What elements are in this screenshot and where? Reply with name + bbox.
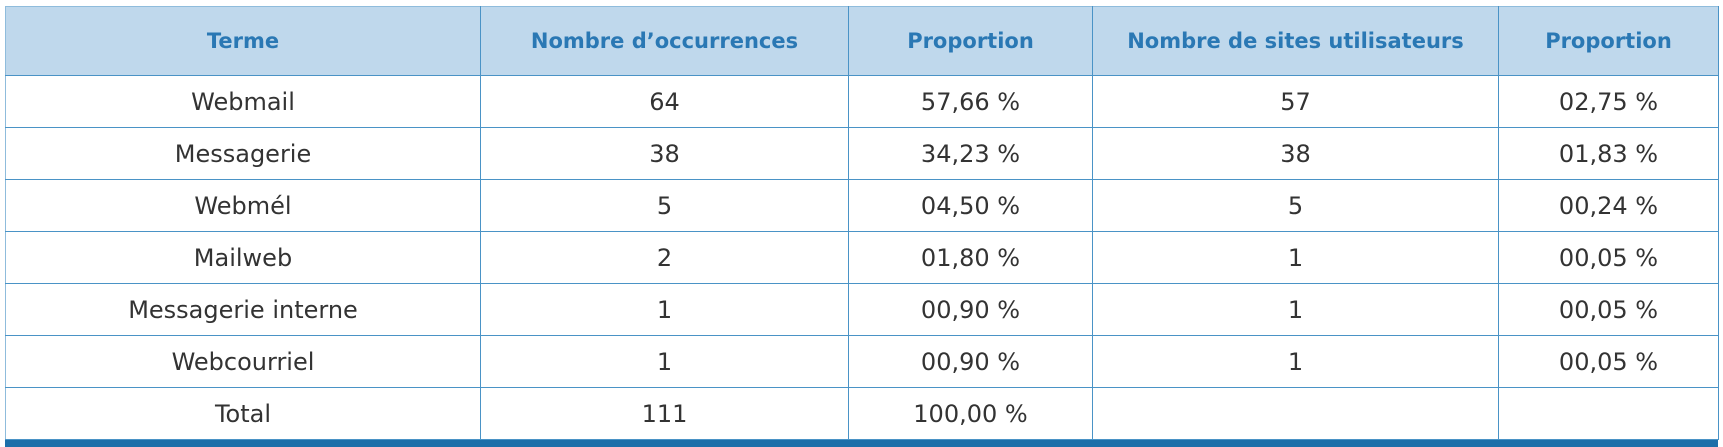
table-row: Webmail 64 57,66 % 57 02,75 % <box>5 75 1719 128</box>
table-row: Total 111 100,00 % <box>5 387 1719 440</box>
table-cell: 38 <box>480 127 849 180</box>
bottom-rule <box>5 440 1718 447</box>
table-row: Webmél 5 04,50 % 5 00,24 % <box>5 179 1719 232</box>
data-table: Terme Nombre d’occurrences Proportion Nombr… <box>5 6 1719 440</box>
table-cell: 5 <box>480 179 849 232</box>
table-cell: 00,05 % <box>1498 231 1719 284</box>
column-header: Nombre de sites utilisateurs <box>1092 6 1499 76</box>
empty-cell <box>1092 387 1499 440</box>
table-cell: Messagerie interne <box>5 283 481 336</box>
table-cell: 00,05 % <box>1498 283 1719 336</box>
table-cell: 00,24 % <box>1498 179 1719 232</box>
table-cell: 38 <box>1092 127 1499 180</box>
table-cell: 01,83 % <box>1498 127 1719 180</box>
table-cell: 64 <box>480 75 849 128</box>
table-cell: 00,90 % <box>848 335 1093 388</box>
table-cell: 00,90 % <box>848 283 1093 336</box>
table-row: Messagerie interne 1 00,90 % 1 00,05 % <box>5 283 1719 336</box>
table-cell: 57 <box>1092 75 1499 128</box>
table-cell: Messagerie <box>5 127 481 180</box>
table-wrap: Terme Nombre d’occurrences Proportion Nombr… <box>5 6 1719 447</box>
table-cell: 1 <box>1092 335 1499 388</box>
table-cell: 01,80 % <box>848 231 1093 284</box>
column-header: Terme <box>5 6 481 76</box>
column-header: Proportion <box>1498 6 1719 76</box>
table-cell: Total <box>5 387 481 440</box>
table-cell: 04,50 % <box>848 179 1093 232</box>
table-cell: 34,23 % <box>848 127 1093 180</box>
table-cell: 02,75 % <box>1498 75 1719 128</box>
column-header: Nombre d’occurrences <box>480 6 849 76</box>
empty-cell <box>1498 387 1719 440</box>
table-body: Webmail 64 57,66 % 57 02,75 % Messagerie 38 34,… <box>5 75 1719 440</box>
table-cell: 5 <box>1092 179 1499 232</box>
table-cell: 1 <box>1092 231 1499 284</box>
table-cell: Webmél <box>5 179 481 232</box>
table-cell: 111 <box>480 387 849 440</box>
table-row: Messagerie 38 34,23 % 38 01,83 % <box>5 127 1719 180</box>
table-row: Webcourriel 1 00,90 % 1 00,05 % <box>5 335 1719 388</box>
table-cell: 1 <box>480 283 849 336</box>
table-row: Mailweb 2 01,80 % 1 00,05 % <box>5 231 1719 284</box>
table-cell: 2 <box>480 231 849 284</box>
table-cell: 00,05 % <box>1498 335 1719 388</box>
table-cell: 100,00 % <box>848 387 1093 440</box>
table-cell: Webmail <box>5 75 481 128</box>
table-cell: Mailweb <box>5 231 481 284</box>
table-cell: 1 <box>1092 283 1499 336</box>
header-row: Terme Nombre d’occurrences Proportion Nombr… <box>5 6 1719 76</box>
table-cell: 1 <box>480 335 849 388</box>
table-cell: 57,66 % <box>848 75 1093 128</box>
table-cell: Webcourriel <box>5 335 481 388</box>
column-header: Proportion <box>848 6 1093 76</box>
